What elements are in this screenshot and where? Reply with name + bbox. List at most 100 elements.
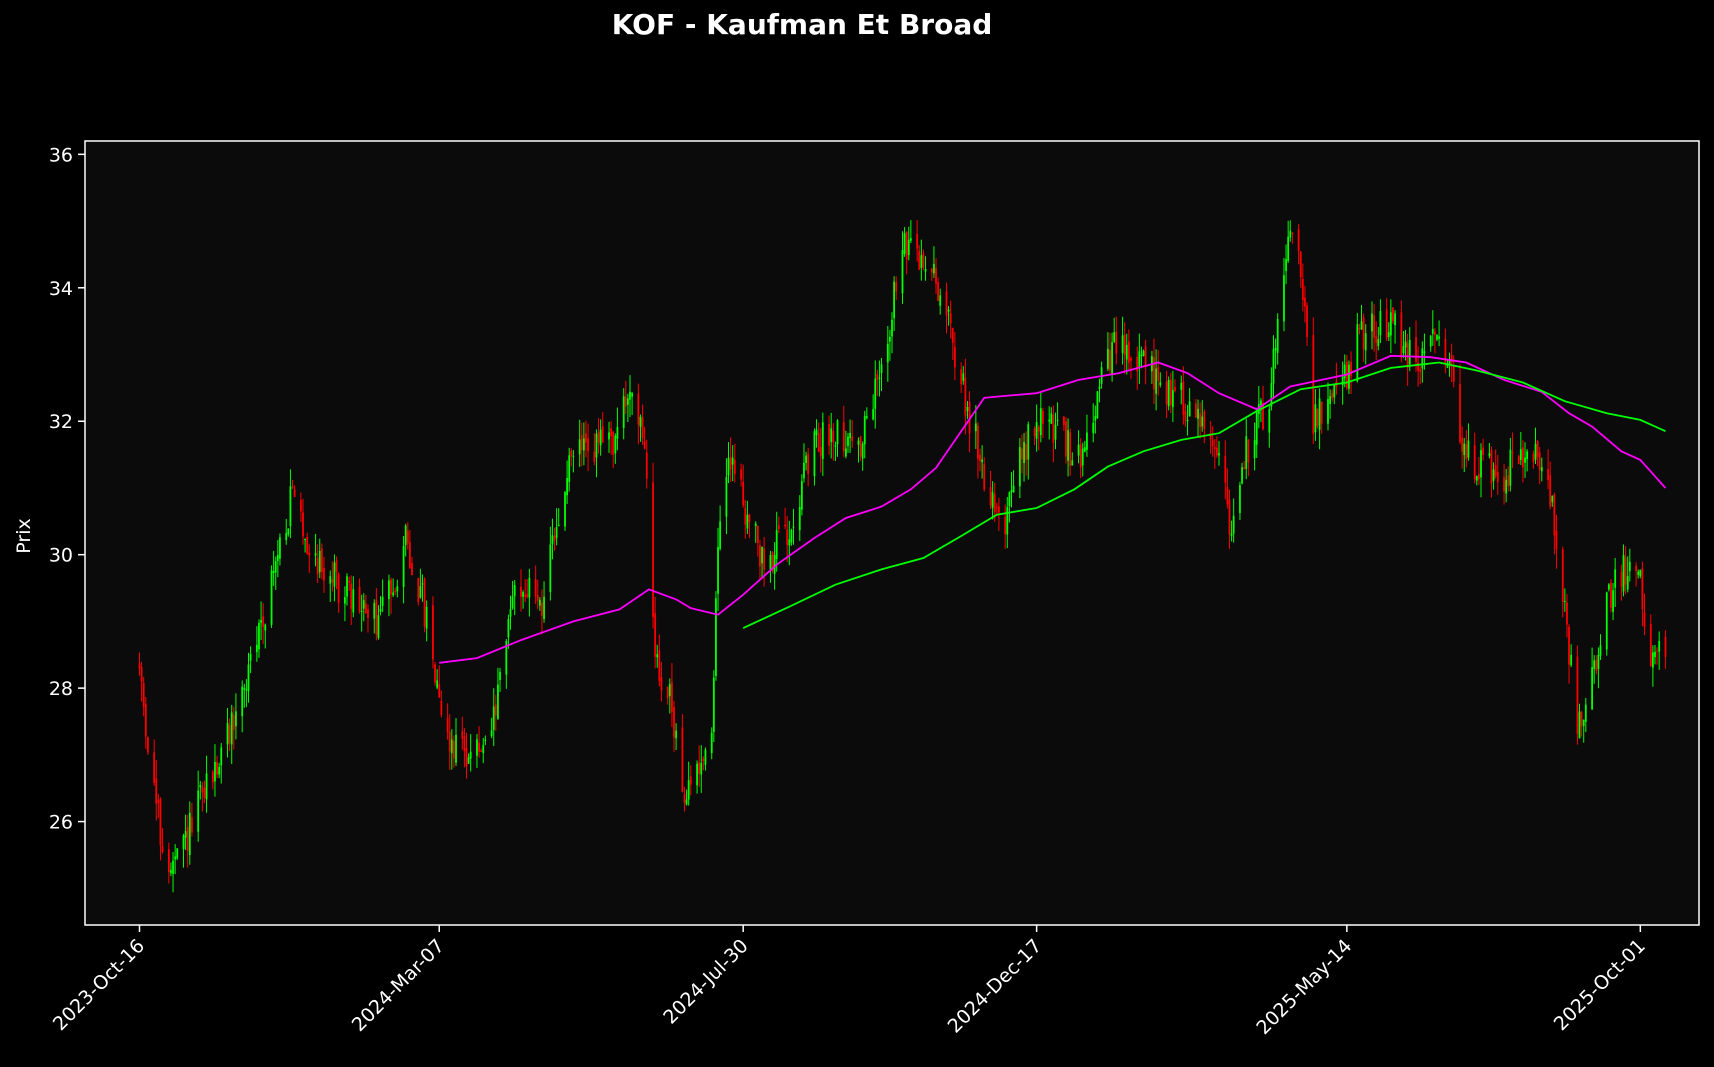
candle-body	[1628, 561, 1631, 572]
x-tick-label: 2025-May-14	[1252, 935, 1356, 1039]
candle-body	[771, 552, 774, 571]
candle-body	[232, 714, 235, 730]
candle-body	[1291, 232, 1294, 235]
candle-body	[1473, 445, 1476, 480]
candle-body	[593, 451, 596, 462]
candle-body	[373, 602, 376, 619]
candle-body	[216, 762, 218, 775]
candle-body	[528, 577, 531, 598]
candle-body	[775, 530, 778, 560]
candle-body	[612, 431, 615, 455]
candle-body	[490, 730, 493, 736]
candle-body	[1446, 363, 1449, 368]
candle-body	[314, 553, 317, 556]
candle-body	[1113, 332, 1116, 342]
candle-body	[754, 523, 757, 526]
candle-body	[406, 530, 409, 544]
candle-body	[467, 757, 470, 764]
candle-body	[668, 684, 671, 697]
candle-body	[423, 578, 426, 627]
candle-body	[1213, 447, 1216, 449]
candle-body	[1482, 447, 1485, 455]
x-tick-label: 2025-Oct-01	[1550, 935, 1650, 1035]
candle-body	[434, 664, 436, 683]
candle-body	[966, 407, 969, 411]
candle-body	[381, 596, 384, 606]
candle-body	[815, 429, 818, 436]
candle-body	[375, 600, 378, 635]
candle-body	[352, 589, 355, 613]
candle-body	[520, 586, 522, 597]
candle-body	[1224, 456, 1227, 483]
candle-body	[962, 373, 965, 381]
candle-body	[293, 489, 296, 497]
candle-body	[188, 812, 191, 856]
candle-body	[522, 592, 524, 597]
candle-body	[1423, 351, 1426, 354]
candle-body	[1287, 236, 1290, 261]
candle-body	[715, 598, 717, 677]
candle-body	[696, 763, 698, 786]
candle-body	[511, 596, 514, 609]
candle-body	[220, 747, 223, 766]
candle-body	[639, 416, 642, 427]
candle-body	[784, 524, 786, 527]
candle-body	[1417, 362, 1420, 371]
candle-body	[922, 253, 925, 268]
candle-body	[878, 377, 881, 379]
candle-body	[1260, 400, 1262, 406]
candle-body	[920, 255, 923, 268]
candle-body	[689, 776, 692, 785]
candle-body	[461, 731, 464, 739]
candle-body	[1174, 387, 1176, 391]
candle-body	[1243, 467, 1246, 470]
candle-body	[960, 368, 963, 385]
candle-body	[214, 762, 216, 782]
candle-body	[989, 487, 992, 506]
candle-body	[580, 434, 583, 451]
candle-body	[1526, 451, 1529, 460]
candle-body	[1042, 410, 1044, 424]
candle-body	[951, 328, 954, 343]
candle-body	[1232, 515, 1235, 534]
candle-body	[360, 610, 363, 612]
candle-body	[306, 536, 309, 554]
candle-body	[1230, 533, 1233, 536]
candle-body	[685, 799, 688, 805]
candle-body	[1450, 354, 1453, 363]
candle-body	[1184, 411, 1187, 421]
candle-body	[323, 567, 325, 581]
candle-body	[205, 773, 208, 800]
candle-body	[895, 282, 898, 292]
candle-body	[1155, 368, 1158, 394]
candle-body	[402, 545, 405, 587]
candle-body	[245, 689, 248, 691]
candle-body	[1517, 456, 1520, 465]
candle-body	[1641, 568, 1644, 610]
candle-body	[1247, 439, 1250, 463]
candle-body	[748, 514, 751, 523]
candle-body	[687, 780, 690, 800]
candle-body	[909, 238, 912, 241]
candle-body	[998, 506, 1000, 513]
candle-body	[935, 268, 937, 284]
candle-body	[836, 420, 839, 445]
candle-body	[981, 459, 984, 463]
candle-body	[1385, 309, 1388, 339]
candle-body	[285, 533, 288, 541]
candle-body	[161, 846, 164, 852]
candle-body	[790, 529, 793, 543]
candle-body	[421, 583, 424, 585]
candle-body	[1421, 348, 1424, 369]
candle-body	[698, 762, 701, 774]
candle-body	[1065, 421, 1067, 457]
candle-body	[832, 431, 835, 443]
candle-body	[1522, 447, 1524, 468]
candle-body	[1062, 416, 1065, 426]
candle-body	[587, 438, 589, 452]
candle-body	[1373, 315, 1376, 338]
candle-body	[1182, 381, 1185, 415]
candle-body	[1444, 338, 1447, 365]
candle-body	[543, 596, 545, 619]
candle-body	[551, 535, 554, 544]
